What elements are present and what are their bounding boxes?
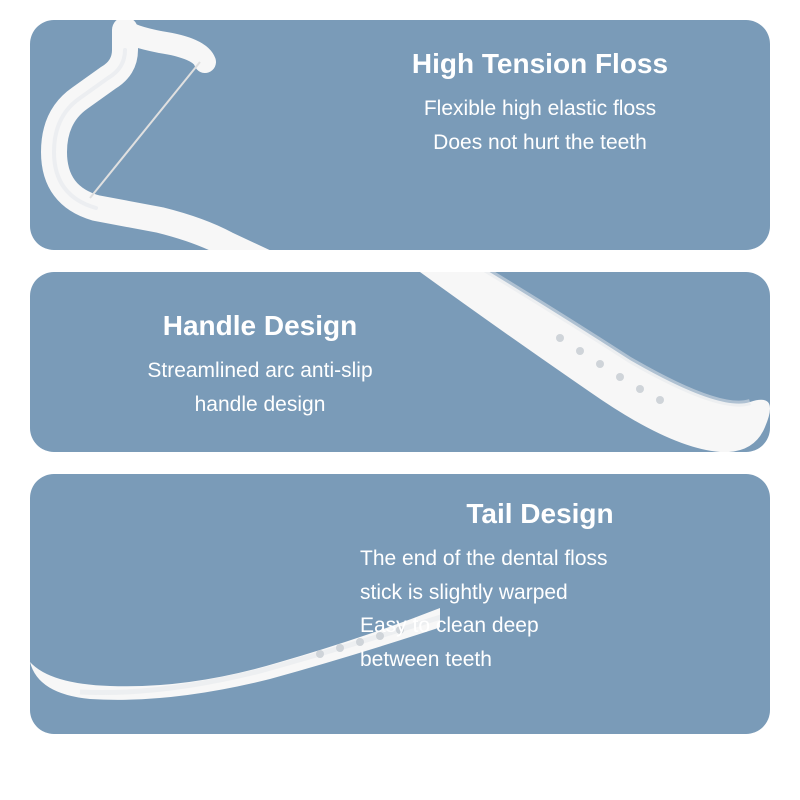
panel-title: Handle Design: [80, 310, 440, 342]
floss-handle-illustration: [420, 272, 770, 452]
panel-line: Flexible high elastic floss: [360, 92, 720, 126]
panel-line: The end of the dental floss: [360, 542, 720, 576]
feature-panel-floss: High Tension Floss Flexible high elastic…: [30, 20, 770, 250]
panel-line: Does not hurt the teeth: [360, 126, 720, 160]
panel-line: stick is slightly warped: [360, 576, 720, 610]
panel-text-block: Tail Design The end of the dental floss …: [360, 498, 720, 676]
panel-line: handle design: [80, 388, 440, 422]
panel-line: Streamlined arc anti-slip: [80, 354, 440, 388]
panel-text-block: High Tension Floss Flexible high elastic…: [360, 48, 720, 159]
panel-title: Tail Design: [360, 498, 720, 530]
panel-title: High Tension Floss: [360, 48, 720, 80]
feature-panel-handle: Handle Design Streamlined arc anti-slip …: [30, 272, 770, 452]
panel-line: between teeth: [360, 643, 720, 677]
panel-line: Easy to clean deep: [360, 609, 720, 643]
floss-head-illustration: [30, 20, 410, 250]
feature-panel-tail: Tail Design The end of the dental floss …: [30, 474, 770, 734]
panel-text-block: Handle Design Streamlined arc anti-slip …: [80, 310, 440, 421]
